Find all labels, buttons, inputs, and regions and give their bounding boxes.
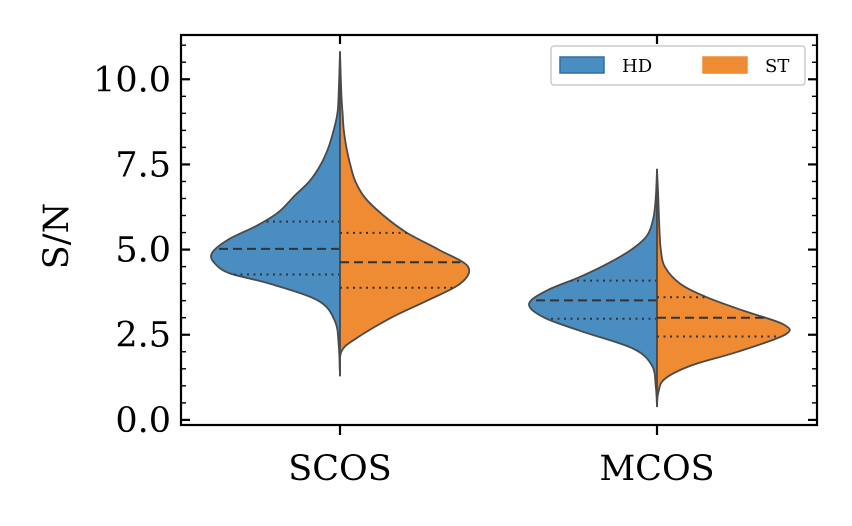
violin-st-scos	[338, 51, 471, 377]
x-tick-label-scos: SCOS	[288, 449, 391, 489]
legend-label-st: ST	[765, 56, 789, 77]
y-tick-label: 5.0	[115, 231, 171, 271]
axis-ticks: 0.0 2.5 5.0 7.5 10.0 SCOS MCOS	[93, 35, 817, 489]
y-axis-label: S/N	[37, 203, 77, 269]
violin-hd-mcos	[528, 168, 658, 408]
plot-frame	[179, 33, 819, 427]
x-tick-label-mcos: MCOS	[599, 449, 714, 489]
y-tick-label: 10.0	[93, 60, 171, 100]
legend-box	[550, 45, 806, 86]
violin-st-mcos	[656, 168, 791, 408]
y-tick-label: 2.5	[115, 316, 171, 356]
violin-hd-scos	[210, 51, 341, 377]
violins	[210, 51, 791, 408]
legend: HD ST	[550, 45, 806, 86]
y-tick-label: 7.5	[115, 145, 171, 185]
legend-swatch-hd	[559, 56, 605, 74]
legend-label-hd: HD	[622, 56, 652, 77]
y-tick-label: 0.0	[115, 401, 171, 441]
legend-swatch-st	[702, 56, 748, 74]
